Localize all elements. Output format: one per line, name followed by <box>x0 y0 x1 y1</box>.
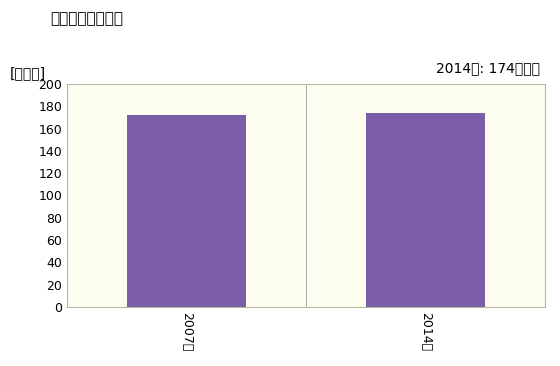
Text: 2014年: 174事業所: 2014年: 174事業所 <box>436 61 540 75</box>
Bar <box>127 115 246 307</box>
Y-axis label: [事業所]: [事業所] <box>10 66 46 80</box>
Text: 卸売業の事業所数: 卸売業の事業所数 <box>50 11 123 26</box>
Bar <box>366 113 486 307</box>
